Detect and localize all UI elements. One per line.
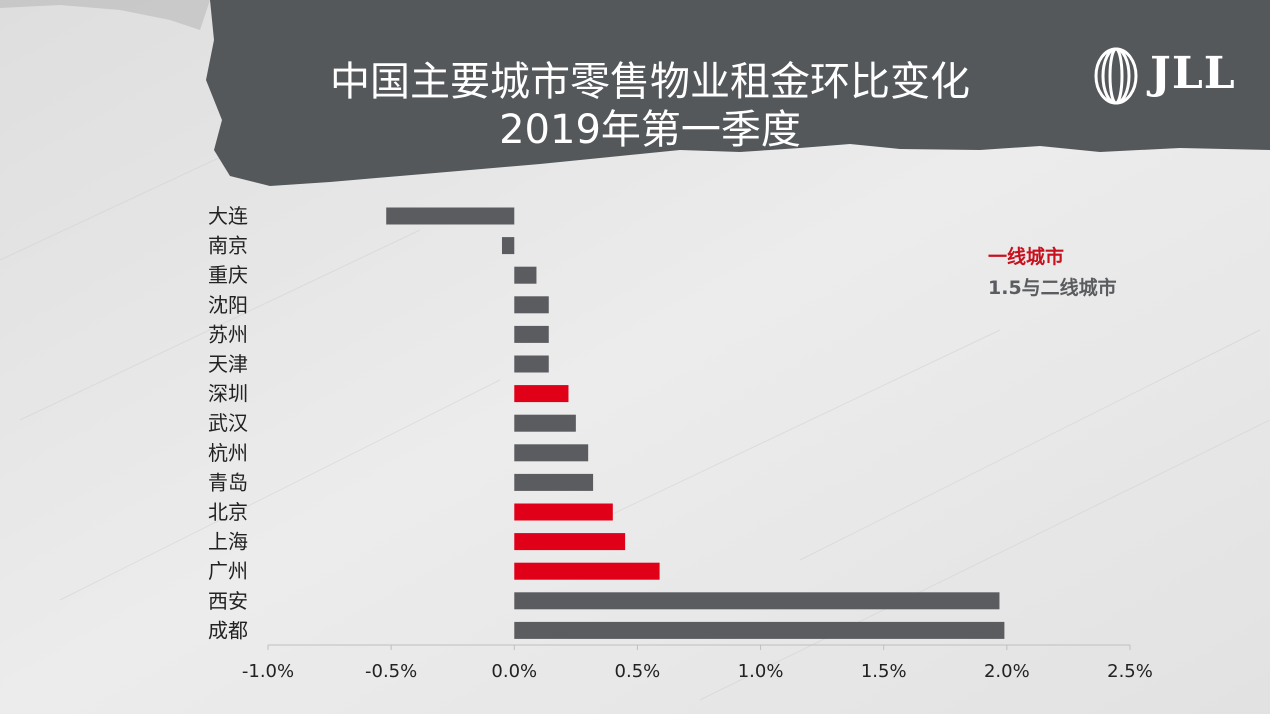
bar-武汉 bbox=[514, 414, 576, 432]
legend-item-tier1: 一线城市 bbox=[988, 246, 1065, 268]
category-label: 青岛 bbox=[208, 470, 248, 494]
bar-苏州 bbox=[514, 325, 549, 343]
bar-沈阳 bbox=[514, 296, 549, 314]
category-label: 天津 bbox=[208, 352, 248, 376]
category-label: 杭州 bbox=[208, 441, 248, 465]
bar-上海 bbox=[514, 533, 626, 551]
x-tick-label: 0.0% bbox=[491, 661, 537, 682]
bar-重庆 bbox=[514, 266, 537, 284]
category-label: 广州 bbox=[208, 559, 248, 583]
x-tick-label: 1.0% bbox=[738, 661, 784, 682]
x-tick-label: 2.5% bbox=[1107, 661, 1153, 682]
bar-深圳 bbox=[514, 385, 569, 403]
category-label: 西安 bbox=[208, 589, 248, 613]
bar-广州 bbox=[514, 562, 660, 580]
x-tick-label: -0.5% bbox=[365, 661, 417, 682]
bar-西安 bbox=[514, 592, 1000, 610]
bar-大连 bbox=[386, 207, 515, 225]
category-label: 苏州 bbox=[208, 322, 248, 346]
category-label: 北京 bbox=[208, 500, 248, 524]
x-tick-label: 0.5% bbox=[615, 661, 661, 682]
category-label: 上海 bbox=[208, 530, 248, 554]
category-label: 沈阳 bbox=[208, 293, 248, 317]
category-label: 南京 bbox=[208, 234, 248, 258]
x-tick-label: 2.0% bbox=[984, 661, 1030, 682]
bar-杭州 bbox=[514, 444, 589, 462]
x-tick-label: -1.0% bbox=[242, 661, 294, 682]
bar-南京 bbox=[501, 237, 515, 255]
bar-北京 bbox=[514, 503, 613, 521]
bar-天津 bbox=[514, 355, 549, 373]
bar-青岛 bbox=[514, 473, 594, 491]
chart-title-line1: 中国主要城市零售物业租金环比变化 bbox=[330, 59, 970, 105]
jll-logo-text: JLL bbox=[1150, 48, 1236, 99]
chart-title-line2: 2019年第一季度 bbox=[499, 107, 801, 153]
category-label: 深圳 bbox=[208, 382, 248, 406]
category-label: 成都 bbox=[208, 618, 248, 642]
jll-logo-icon bbox=[1094, 47, 1138, 105]
legend-item-tier2: 1.5与二线城市 bbox=[988, 277, 1117, 299]
header-band bbox=[206, 0, 1270, 186]
bar-成都 bbox=[514, 621, 1005, 639]
category-label: 武汉 bbox=[208, 411, 248, 435]
category-label: 大连 bbox=[208, 204, 248, 228]
category-label: 重庆 bbox=[208, 263, 248, 287]
x-tick-label: 1.5% bbox=[861, 661, 907, 682]
